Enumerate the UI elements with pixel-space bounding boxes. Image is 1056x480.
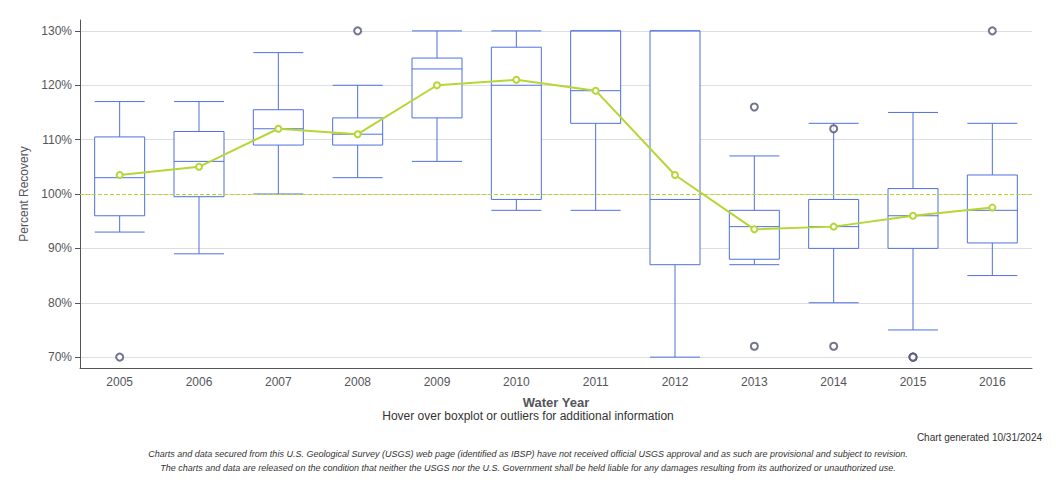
svg-text:2015: 2015 xyxy=(900,375,927,389)
svg-text:2013: 2013 xyxy=(741,375,768,389)
svg-text:70%: 70% xyxy=(48,350,72,364)
svg-text:Hover over boxplot or outliers: Hover over boxplot or outliers for addit… xyxy=(382,409,673,423)
svg-text:Percent Recovery: Percent Recovery xyxy=(17,146,31,241)
svg-text:2006: 2006 xyxy=(186,375,213,389)
svg-text:2011: 2011 xyxy=(583,375,609,389)
svg-text:2014: 2014 xyxy=(820,375,847,389)
svg-text:2008: 2008 xyxy=(344,375,371,389)
svg-text:2007: 2007 xyxy=(265,375,292,389)
svg-text:2016: 2016 xyxy=(979,375,1006,389)
svg-text:The charts and data are releas: The charts and data are released on the … xyxy=(160,463,895,473)
svg-text:Charts and data secured from t: Charts and data secured from this U.S. G… xyxy=(148,449,907,459)
svg-text:120%: 120% xyxy=(41,78,72,92)
svg-text:110%: 110% xyxy=(42,133,72,147)
svg-text:80%: 80% xyxy=(48,296,72,310)
svg-text:100%: 100% xyxy=(41,187,72,201)
svg-text:2012: 2012 xyxy=(662,375,689,389)
svg-text:Chart generated 10/31/2024: Chart generated 10/31/2024 xyxy=(917,432,1043,443)
svg-text:Water Year: Water Year xyxy=(523,395,590,410)
svg-text:130%: 130% xyxy=(41,24,72,38)
svg-text:2010: 2010 xyxy=(503,375,530,389)
svg-text:2005: 2005 xyxy=(106,375,133,389)
svg-text:90%: 90% xyxy=(48,241,72,255)
svg-text:2009: 2009 xyxy=(424,375,451,389)
